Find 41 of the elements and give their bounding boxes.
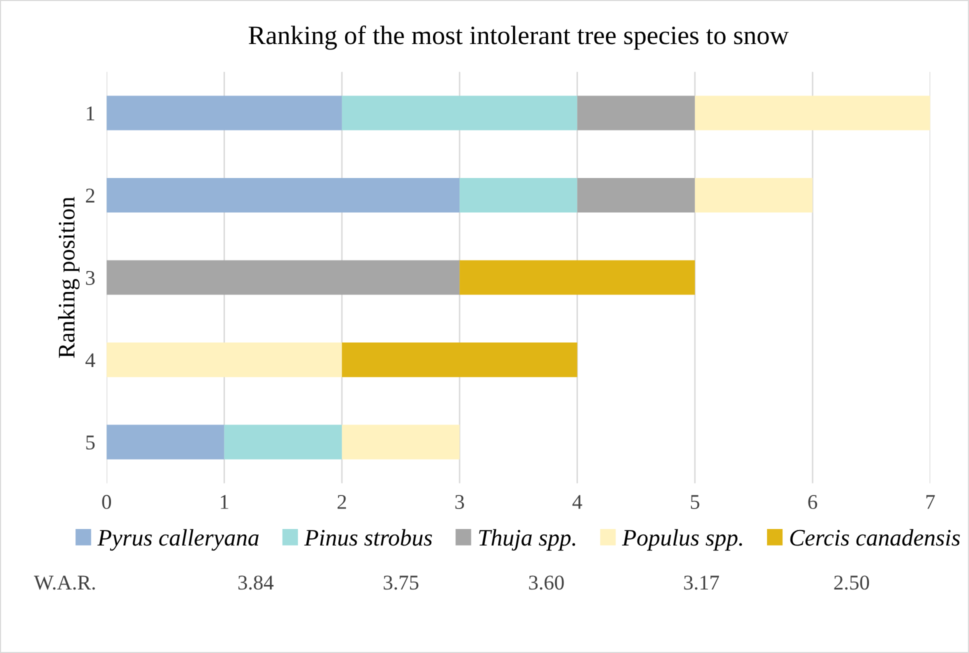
bar — [694, 96, 930, 130]
legend-label: Thuja spp. — [479, 529, 576, 551]
y-tick-label: 4 — [85, 353, 96, 368]
y-tick-label: 2 — [86, 188, 94, 202]
bar — [694, 178, 813, 213]
bar — [577, 178, 695, 213]
bar — [577, 96, 695, 130]
x-tick-label: 7 — [926, 495, 935, 509]
x-tick-label: 5 — [690, 495, 700, 509]
legend-label: Pinus strobus — [304, 529, 432, 546]
bar — [106, 424, 224, 460]
legend-label: Populus spp. — [622, 529, 742, 551]
text: 2.50 — [834, 576, 870, 590]
bar — [106, 342, 342, 378]
bar — [342, 424, 460, 460]
bar — [106, 96, 342, 130]
bar — [106, 178, 460, 213]
bar — [106, 260, 460, 295]
bar — [224, 424, 342, 460]
y-tick-label: 3 — [86, 270, 95, 285]
y-tick-label: 1 — [86, 106, 94, 120]
bar — [460, 260, 695, 295]
bar — [342, 96, 578, 130]
y-axis-title: Ranking position — [58, 196, 80, 358]
text: 3.84 — [238, 576, 274, 590]
text: 3.75 — [384, 576, 418, 590]
y-tick-label: 5 — [86, 436, 95, 450]
legend-label: Cercis canadensis — [790, 529, 960, 546]
x-tick-label: 6 — [808, 494, 818, 509]
text: W.A.R. — [34, 576, 95, 590]
x-tick-label: 0 — [102, 494, 112, 509]
x-tick-label: 2 — [338, 494, 346, 509]
bar — [460, 178, 578, 213]
chart-title: Ranking of the most intolerant tree species to snow — [248, 25, 789, 50]
x-tick-label: 1 — [220, 495, 228, 509]
x-tick-label: 4 — [572, 495, 582, 509]
x-tick-label: 3 — [455, 494, 464, 509]
legend-label: Pyrus calleryana — [97, 529, 259, 551]
bar — [342, 342, 578, 378]
text: 3.60 — [529, 576, 564, 590]
text: 3.17 — [684, 576, 720, 590]
